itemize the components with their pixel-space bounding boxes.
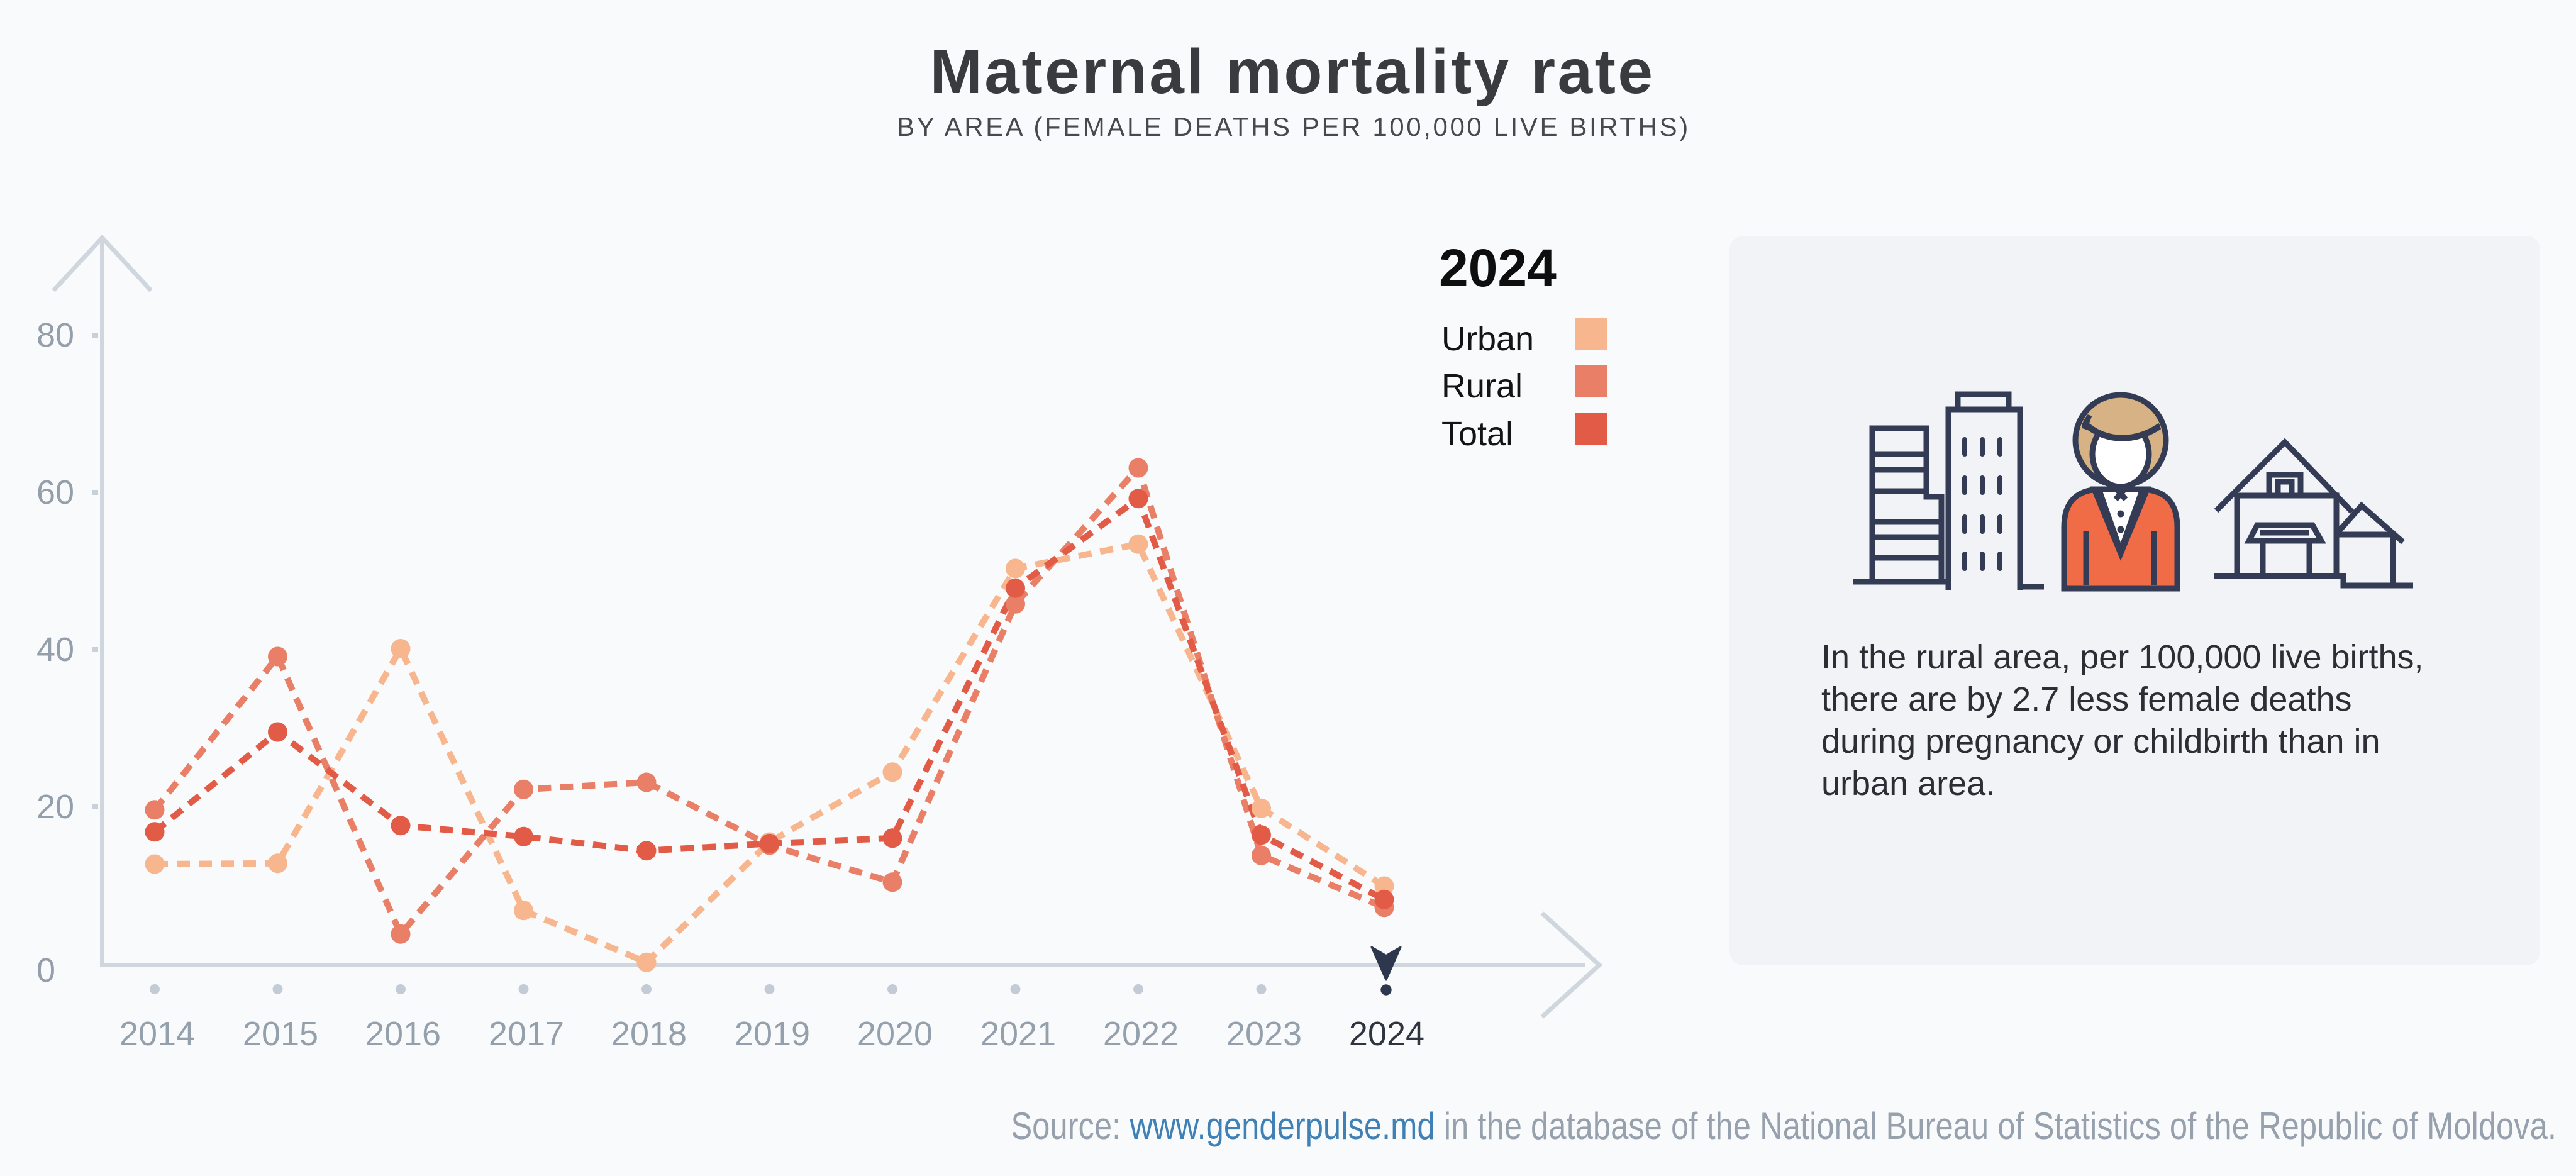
svg-text:2020: 2020: [857, 1015, 933, 1053]
svg-text:40: 40: [36, 631, 74, 668]
svg-text:2024: 2024: [1349, 1015, 1424, 1053]
svg-text:2021: 2021: [980, 1015, 1056, 1053]
svg-text:2018: 2018: [611, 1015, 687, 1053]
svg-text:0: 0: [36, 951, 55, 989]
svg-text:2014: 2014: [119, 1015, 195, 1053]
svg-text:80: 80: [36, 316, 74, 354]
svg-text:2019: 2019: [735, 1015, 810, 1053]
svg-text:60: 60: [36, 474, 74, 511]
svg-text:2017: 2017: [489, 1015, 564, 1053]
svg-text:2016: 2016: [365, 1015, 441, 1053]
svg-text:20: 20: [36, 788, 74, 826]
svg-text:2022: 2022: [1103, 1015, 1179, 1053]
svg-text:2023: 2023: [1226, 1015, 1302, 1053]
svg-text:2015: 2015: [243, 1015, 318, 1053]
